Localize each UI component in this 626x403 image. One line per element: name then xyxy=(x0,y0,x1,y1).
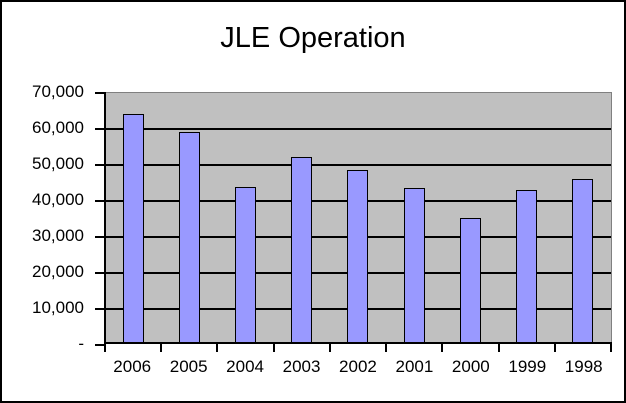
x-tick xyxy=(104,344,106,352)
bar-2000 xyxy=(459,218,481,343)
gridline xyxy=(105,164,611,166)
bar-slot-2002 xyxy=(330,93,386,343)
bar-slot-2005 xyxy=(161,93,217,343)
chart-title: JLE Operation xyxy=(220,22,406,54)
bar-slot-1998 xyxy=(555,93,611,343)
x-tick-label: 1999 xyxy=(508,357,547,376)
y-tick xyxy=(95,272,105,274)
x-tick-label: 2002 xyxy=(339,357,377,376)
x-tick xyxy=(441,344,444,352)
x-tick xyxy=(385,344,388,352)
x-tick-label: 2006 xyxy=(113,357,152,376)
bar-1999 xyxy=(516,190,538,343)
y-tick-label: 40,000 xyxy=(32,190,84,209)
x-tick xyxy=(328,344,331,352)
gridline xyxy=(105,128,611,130)
y-tick xyxy=(95,128,105,130)
y-tick xyxy=(95,92,105,94)
bar-slot-1999 xyxy=(499,93,555,343)
y-tick xyxy=(95,308,105,310)
bar-series xyxy=(105,93,611,343)
bar-2001 xyxy=(403,188,425,343)
bar-1998 xyxy=(572,179,594,343)
x-axis-labels: 2006 2005 2004 2003 2002 2001 2000 1999 … xyxy=(104,357,612,377)
bar-2005 xyxy=(178,132,200,343)
x-tick xyxy=(216,344,219,352)
y-tick-label: 60,000 xyxy=(32,118,84,137)
y-axis-line xyxy=(104,92,106,344)
y-tick-label-zero: - xyxy=(78,334,84,353)
x-tick-label: 2001 xyxy=(395,357,434,376)
x-axis-line xyxy=(104,342,612,344)
y-tick xyxy=(95,200,105,202)
x-tick-label: 1998 xyxy=(564,357,603,376)
y-tick-label: 70,000 xyxy=(32,82,84,101)
y-tick-label: 30,000 xyxy=(32,226,84,245)
plot-area xyxy=(95,92,612,352)
x-tick-label: 2005 xyxy=(169,357,208,376)
bar-slot-2004 xyxy=(217,93,273,343)
bar-2002 xyxy=(347,170,369,343)
x-tick xyxy=(497,344,500,352)
x-tick xyxy=(272,344,275,352)
x-tick-label: 2004 xyxy=(226,357,264,376)
x-tick-label: 2000 xyxy=(451,357,490,376)
bar-slot-2000 xyxy=(442,93,498,343)
y-tick xyxy=(95,236,105,238)
bar-slot-2001 xyxy=(386,93,442,343)
bar-2003 xyxy=(291,157,313,343)
y-tick-label: 10,000 xyxy=(32,298,84,317)
y-tick xyxy=(95,164,105,166)
x-tick xyxy=(160,344,163,352)
x-tick xyxy=(610,344,612,352)
bar-slot-2003 xyxy=(274,93,330,343)
x-tick xyxy=(553,344,556,352)
bar-2004 xyxy=(235,187,257,343)
y-tick xyxy=(95,344,105,346)
y-tick-label: 50,000 xyxy=(32,154,84,173)
bar-2006 xyxy=(122,114,144,343)
bar-slot-2006 xyxy=(105,93,161,343)
x-tick-label: 2003 xyxy=(282,357,321,376)
y-tick-label: 20,000 xyxy=(32,262,84,281)
